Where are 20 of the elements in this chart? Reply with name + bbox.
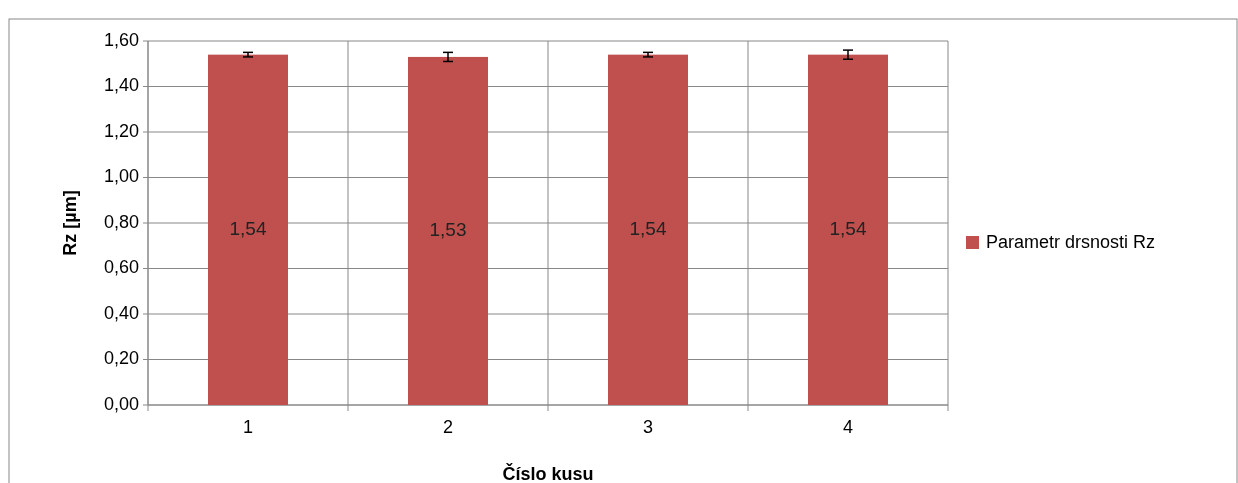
y-tick-label: 1,00 <box>103 166 139 187</box>
y-tick-label: 1,40 <box>103 75 139 96</box>
y-tick-label: 1,60 <box>103 29 139 50</box>
x-tick-label: 1 <box>242 417 254 437</box>
y-tick-label: 0,40 <box>103 302 139 323</box>
data-label: 1,54 <box>829 217 867 239</box>
y-tick-label: 1,20 <box>103 120 139 141</box>
y-tick-label: 0,00 <box>103 393 139 414</box>
x-axis-title: Číslo kusu <box>502 463 594 483</box>
x-tick-label: 2 <box>442 417 454 437</box>
y-tick-label: 0,60 <box>103 257 139 278</box>
x-tick-label: 4 <box>842 417 854 437</box>
y-tick-label: 0,80 <box>103 211 139 232</box>
legend-label: Parametr drsnosti Rz <box>986 231 1156 252</box>
x-tick-label: 3 <box>642 417 654 437</box>
data-label: 1,54 <box>629 217 667 239</box>
y-axis-title: Rz [µm] <box>60 190 80 256</box>
data-label: 1,53 <box>429 218 467 240</box>
data-label: 1,54 <box>229 217 267 239</box>
y-tick-label: 0,20 <box>103 348 139 369</box>
